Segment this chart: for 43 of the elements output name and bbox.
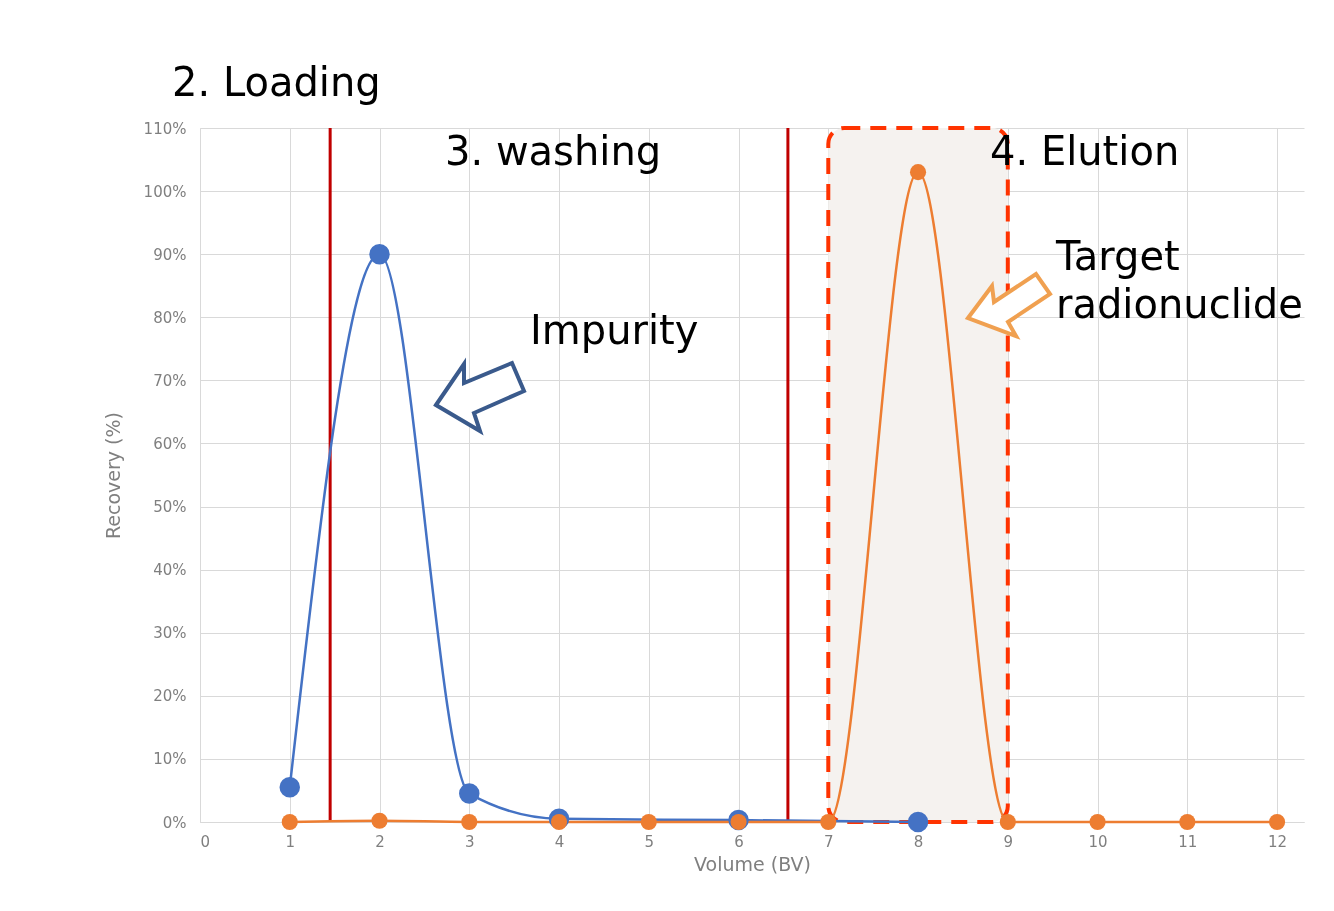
y-tick-label: 20%: [153, 687, 187, 706]
y-tick-label: 100%: [143, 182, 187, 201]
x-tick-label: 4: [554, 832, 565, 851]
x-tick-label: 8: [913, 832, 924, 851]
y-tick-label: 80%: [153, 308, 187, 327]
x-tick-label: 12: [1268, 832, 1288, 851]
x-tick-label: 11: [1178, 832, 1198, 851]
y-tick-label: 50%: [153, 498, 187, 517]
y-tick-label: 90%: [153, 245, 187, 264]
y-tick-label: 60%: [153, 434, 187, 453]
point: [1179, 813, 1196, 831]
x-tick-label: 7: [824, 832, 834, 851]
x-tick-label: 10: [1088, 832, 1108, 851]
y-tick-label: 30%: [153, 624, 187, 643]
point: [461, 813, 478, 831]
x-tick-label: 0: [200, 832, 211, 851]
point: [1089, 813, 1106, 831]
y-tick-label: 70%: [153, 371, 187, 390]
x-tick-label: 1: [285, 832, 296, 851]
point: [459, 783, 480, 804]
y-tick-label: 40%: [153, 561, 187, 580]
annotation: Impurity: [530, 306, 699, 354]
point: [371, 812, 388, 829]
point: [279, 777, 300, 798]
point: [281, 813, 298, 831]
x-tick-label: 9: [1003, 832, 1014, 851]
y-tick-label: 0%: [162, 813, 187, 832]
annotation: Target radionuclide: [1056, 232, 1304, 328]
annotation: 3. washing: [445, 127, 662, 175]
point: [369, 243, 390, 265]
text: 2. Loading: [172, 58, 381, 106]
y-tick-label: 10%: [153, 750, 187, 769]
x-tick-label: 3: [464, 832, 475, 851]
y-tick-label: 110%: [143, 119, 187, 138]
x-tick-label: 2: [375, 832, 385, 851]
point: [550, 813, 568, 831]
x-tick-label: 6: [734, 832, 744, 851]
annotation: 4. Elution: [990, 127, 1180, 175]
point: [640, 813, 657, 831]
y-axis-title: Recovery (%): [101, 411, 124, 540]
point: [1269, 813, 1286, 831]
x-tick-label: 5: [644, 832, 655, 851]
x-axis-title: Volume (BV): [694, 852, 811, 875]
